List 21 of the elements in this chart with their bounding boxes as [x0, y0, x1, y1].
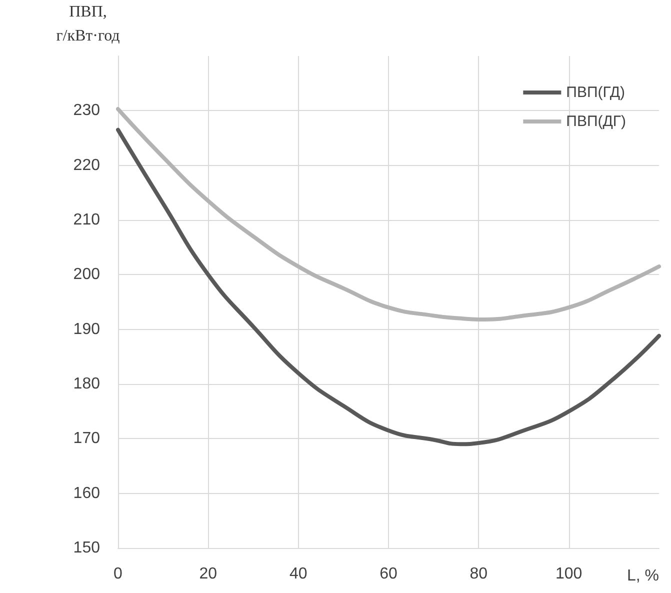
y-tick-label: 210 — [73, 212, 100, 228]
x-axis-title: L, % — [626, 568, 659, 584]
line-series — [116, 107, 661, 322]
y-tick-label: 150 — [73, 540, 100, 556]
y-tick-label: 200 — [73, 266, 100, 284]
y-tick-label: 170 — [73, 430, 100, 448]
x-tick-label: 0 — [114, 566, 123, 582]
y-tick-label: 160 — [73, 484, 100, 502]
x-tick-label: 60 — [380, 566, 398, 582]
x-tick-label: 80 — [470, 566, 488, 582]
x-tick-label: 20 — [199, 566, 218, 582]
x-tick-label: 40 — [289, 566, 308, 582]
x-tick-label: 100 — [555, 566, 582, 582]
y-tick-label: 230 — [73, 102, 100, 120]
y-tick-label: 220 — [73, 156, 100, 174]
legend-label: ПВП(ГД) — [566, 84, 626, 101]
y-tick-label: 180 — [73, 376, 100, 392]
line-series — [116, 128, 661, 446]
y-tick-label: 190 — [73, 320, 100, 338]
legend-label: ПВП(ДГ) — [566, 113, 626, 130]
y-axis-title: ПВП, г/кВт·год — [56, 4, 120, 44]
